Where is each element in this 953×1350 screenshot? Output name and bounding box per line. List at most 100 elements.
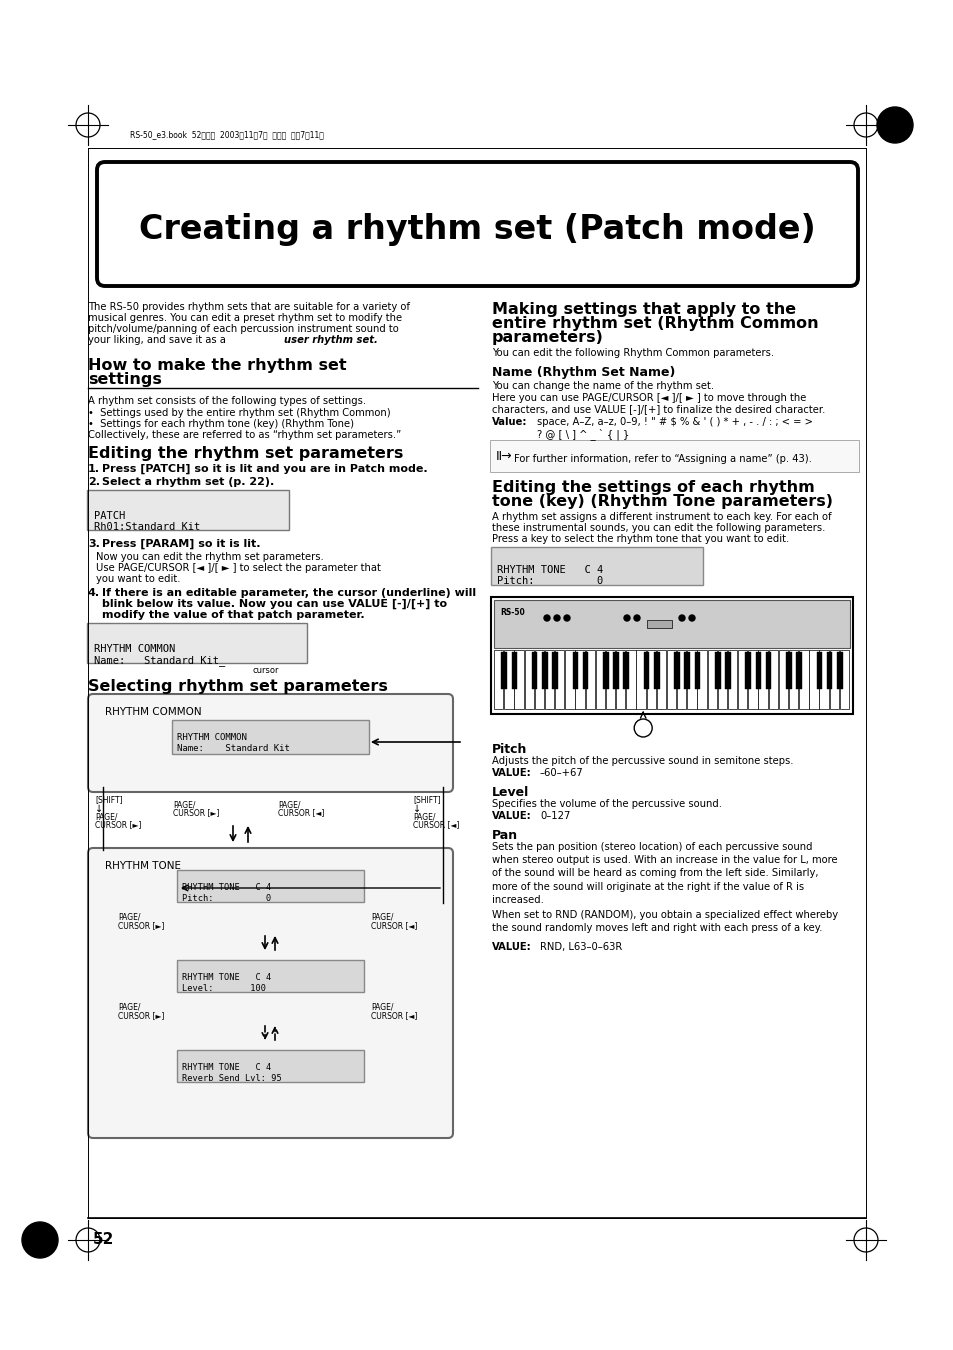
Text: pitch/volume/panning of each percussion instrument sound to: pitch/volume/panning of each percussion … (88, 324, 398, 333)
Text: Making settings that apply to the: Making settings that apply to the (492, 302, 796, 317)
Circle shape (22, 1222, 58, 1258)
Text: musical genres. You can edit a preset rhythm set to modify the: musical genres. You can edit a preset rh… (88, 313, 402, 323)
Text: A rhythm set consists of the following types of settings.: A rhythm set consists of the following t… (88, 396, 366, 406)
Bar (788, 649, 798, 709)
Text: Adjusts the pitch of the percussive sound in semitone steps.: Adjusts the pitch of the percussive soun… (492, 756, 793, 765)
Text: Pitch:          0: Pitch: 0 (182, 894, 271, 903)
Circle shape (554, 616, 559, 621)
Bar (677, 649, 686, 709)
Text: Level: Level (492, 786, 529, 799)
Text: these instrumental sounds, you can edit the following parameters.: these instrumental sounds, you can edit … (492, 522, 824, 533)
Bar (727, 649, 737, 709)
Text: your liking, and save it as a: your liking, and save it as a (88, 335, 350, 346)
Text: VALUE:: VALUE: (492, 768, 531, 778)
Bar (494, 599, 849, 648)
Bar (656, 649, 665, 709)
Text: Level:       100: Level: 100 (182, 984, 266, 994)
Text: RHYTHM TONE   C 4: RHYTHM TONE C 4 (182, 1062, 271, 1072)
Text: Here you can use PAGE/CURSOR [◄ ]/[ ► ] to move through the: Here you can use PAGE/CURSOR [◄ ]/[ ► ] … (492, 393, 805, 404)
Bar (717, 649, 726, 709)
Text: Name:   Standard Kit_: Name: Standard Kit_ (94, 655, 225, 666)
Text: RS-50_e3.book  52ページ  2003年11月7日  金曜日  午後7時11分: RS-50_e3.book 52ページ 2003年11月7日 金曜日 午後7時1… (130, 131, 323, 139)
Bar (744, 652, 750, 688)
FancyBboxPatch shape (177, 1050, 364, 1081)
Text: Selecting rhythm set parameters: Selecting rhythm set parameters (88, 679, 388, 694)
Bar (544, 649, 554, 709)
Text: 3.: 3. (88, 539, 100, 549)
Bar (501, 652, 506, 688)
FancyBboxPatch shape (88, 848, 453, 1138)
Circle shape (634, 720, 652, 737)
FancyBboxPatch shape (88, 694, 453, 792)
Circle shape (688, 616, 695, 621)
Text: parameters): parameters) (492, 329, 603, 346)
Bar (819, 649, 828, 709)
Bar (613, 652, 618, 688)
Circle shape (543, 616, 550, 621)
Text: Pan: Pan (492, 829, 517, 842)
Bar (532, 652, 537, 688)
FancyBboxPatch shape (491, 597, 852, 714)
Bar (585, 649, 595, 709)
Text: blink below its value. Now you can use VALUE [-]/[+] to: blink below its value. Now you can use V… (102, 599, 447, 609)
Text: PAGE/: PAGE/ (118, 1003, 140, 1012)
FancyBboxPatch shape (97, 162, 857, 286)
Text: tone (key) (Rhythm Tone parameters): tone (key) (Rhythm Tone parameters) (492, 494, 832, 509)
Text: RND, L63–0–63R: RND, L63–0–63R (539, 942, 621, 952)
Text: CURSOR [►]: CURSOR [►] (172, 809, 219, 817)
Bar (511, 652, 517, 688)
Text: entire rhythm set (Rhythm Common: entire rhythm set (Rhythm Common (492, 316, 818, 331)
Text: CURSOR [◄]: CURSOR [◄] (371, 921, 416, 930)
Text: •  Settings for each rhythm tone (key) (Rhythm Tone): • Settings for each rhythm tone (key) (R… (88, 418, 354, 429)
Text: CURSOR [►]: CURSOR [►] (95, 819, 141, 829)
Bar (564, 649, 574, 709)
Bar (534, 649, 543, 709)
Bar (552, 652, 558, 688)
Text: 4.: 4. (88, 589, 100, 598)
Text: settings: settings (88, 373, 162, 387)
Bar (674, 652, 679, 688)
Text: RHYTHM COMMON: RHYTHM COMMON (177, 733, 247, 743)
Text: [SHIFT]: [SHIFT] (413, 795, 440, 805)
Bar (758, 649, 767, 709)
Text: CURSOR [►]: CURSOR [►] (118, 1011, 164, 1021)
Text: cursor: cursor (253, 666, 279, 675)
Bar (503, 649, 513, 709)
Text: How to make the rhythm set: How to make the rhythm set (88, 358, 346, 373)
Bar (707, 649, 717, 709)
Bar (514, 649, 523, 709)
Bar (808, 649, 818, 709)
Text: 2.: 2. (88, 477, 100, 487)
Text: RHYTHM COMMON: RHYTHM COMMON (94, 644, 175, 653)
Text: CURSOR [◄]: CURSOR [◄] (277, 809, 324, 817)
Bar (829, 649, 838, 709)
Text: Select a rhythm set (p. 22).: Select a rhythm set (p. 22). (102, 477, 274, 487)
Text: Editing the settings of each rhythm: Editing the settings of each rhythm (492, 481, 814, 495)
Text: Use PAGE/CURSOR [◄ ]/[ ► ] to select the parameter that: Use PAGE/CURSOR [◄ ]/[ ► ] to select the… (96, 563, 380, 572)
Text: Pitch: Pitch (492, 743, 527, 756)
Bar (755, 652, 760, 688)
Text: ? @ [ \ ] ^ _ ` { | }: ? @ [ \ ] ^ _ ` { | } (537, 428, 629, 440)
Text: Collectively, these are referred to as “rhythm set parameters.”: Collectively, these are referred to as “… (88, 431, 401, 440)
FancyBboxPatch shape (491, 547, 702, 585)
Bar (694, 652, 700, 688)
Bar (605, 649, 615, 709)
Text: 52: 52 (92, 1233, 114, 1247)
Text: Now you can edit the rhythm set parameters.: Now you can edit the rhythm set paramete… (96, 552, 323, 562)
Text: RHYTHM COMMON: RHYTHM COMMON (105, 707, 201, 717)
Text: RHYTHM TONE   C 4: RHYTHM TONE C 4 (497, 566, 602, 575)
Bar (595, 649, 604, 709)
Bar (572, 652, 578, 688)
Text: When set to RND (RANDOM), you obtain a specialized effect whereby
the sound rand: When set to RND (RANDOM), you obtain a s… (492, 910, 838, 933)
Text: Press a key to select the rhythm tone that you want to edit.: Press a key to select the rhythm tone th… (492, 535, 788, 544)
Bar (524, 649, 534, 709)
Bar (643, 652, 649, 688)
Text: ↓: ↓ (413, 805, 420, 814)
Bar (646, 649, 656, 709)
Bar (697, 649, 706, 709)
Bar (816, 652, 821, 688)
Text: PAGE/: PAGE/ (172, 801, 195, 809)
Text: CURSOR [◄]: CURSOR [◄] (413, 819, 459, 829)
Bar (575, 649, 584, 709)
Bar (714, 652, 720, 688)
